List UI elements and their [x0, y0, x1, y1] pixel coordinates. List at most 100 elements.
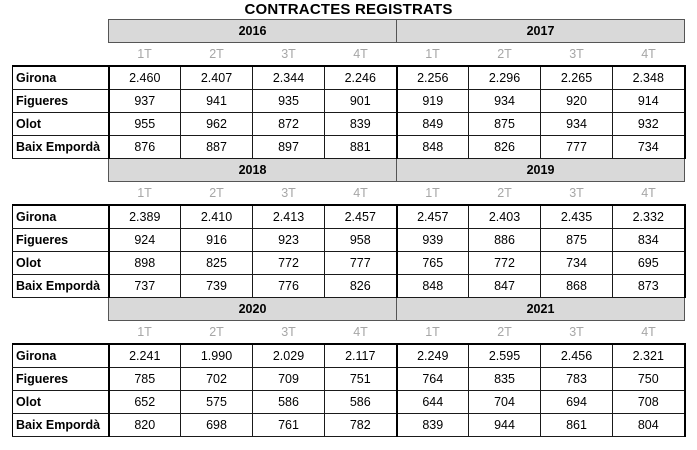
quarter-label: 4T	[353, 186, 368, 200]
table-row: Figueres 937 941 935 901 919 934 920 914	[12, 89, 686, 113]
value-cell: 739	[180, 274, 253, 298]
empty-corner-cell	[13, 20, 109, 43]
quarter-label: 1T	[425, 186, 440, 200]
table-row: Baix Empordà 876 887 897 881 848 826 777 734	[12, 135, 686, 159]
value-cell: 839	[324, 112, 398, 136]
region-name: Baix Empordà	[12, 413, 109, 437]
region-name: Figueres	[12, 228, 109, 252]
quarter-label: 4T	[641, 325, 656, 339]
year-header-row: 2020 2021	[13, 297, 685, 321]
value-cell: 2.457	[396, 204, 469, 229]
year-header-row: 2016 2017	[13, 19, 685, 43]
value-cell: 2.265	[540, 65, 613, 90]
quarter-label: 3T	[569, 325, 584, 339]
value-cell: 2.403	[468, 204, 541, 229]
value-cell: 941	[180, 89, 253, 113]
value-cell: 920	[540, 89, 613, 113]
table-row: Olot 898 825 772 777 765 772 734 695	[12, 251, 686, 275]
value-cell: 772	[468, 251, 541, 275]
value-cell: 777	[324, 251, 398, 275]
value-cell: 934	[540, 112, 613, 136]
value-cell: 772	[252, 251, 325, 275]
value-cell: 939	[396, 228, 469, 252]
value-cell: 2.410	[180, 204, 253, 229]
value-cell: 702	[180, 367, 253, 391]
value-cell: 734	[540, 251, 613, 275]
value-cell: 804	[612, 413, 686, 437]
value-cell: 2.389	[107, 204, 181, 229]
quarter-label: 3T	[281, 47, 296, 61]
value-cell: 955	[107, 112, 181, 136]
value-cell: 586	[324, 390, 398, 414]
table-row: Girona 2.241 1.990 2.029 2.117 2.249 2.595 2.45…	[12, 343, 686, 368]
quarter-header-row: 1T 2T 3T 4T 1T 2T 3T 4T	[13, 182, 685, 206]
table-row: Olot 955 962 872 839 849 875 934 932	[12, 112, 686, 136]
empty-corner-cell	[13, 182, 109, 206]
empty-corner-cell	[13, 159, 109, 182]
value-cell: 2.256	[396, 65, 469, 90]
value-cell: 652	[107, 390, 181, 414]
value-cell: 881	[324, 135, 398, 159]
value-cell: 708	[612, 390, 686, 414]
year-header-row: 2018 2019	[13, 158, 685, 182]
value-cell: 935	[252, 89, 325, 113]
value-cell: 2.456	[540, 343, 613, 368]
value-cell: 750	[612, 367, 686, 391]
value-cell: 751	[324, 367, 398, 391]
value-cell: 698	[180, 413, 253, 437]
region-name: Baix Empordà	[12, 135, 109, 159]
value-cell: 820	[107, 413, 181, 437]
value-cell: 848	[396, 135, 469, 159]
quarter-label: 1T	[137, 325, 152, 339]
value-cell: 876	[107, 135, 181, 159]
value-cell: 761	[252, 413, 325, 437]
table-row: Baix Empordà 820 698 761 782 839 944 861 804	[12, 413, 686, 437]
table-row: Figueres 785 702 709 751 764 835 783 750	[12, 367, 686, 391]
region-name: Figueres	[12, 89, 109, 113]
value-cell: 934	[468, 89, 541, 113]
quarter-label: 2T	[497, 325, 512, 339]
value-cell: 923	[252, 228, 325, 252]
value-cell: 924	[107, 228, 181, 252]
value-cell: 737	[107, 274, 181, 298]
value-cell: 2.296	[468, 65, 541, 90]
value-cell: 962	[180, 112, 253, 136]
region-name: Olot	[12, 112, 109, 136]
value-cell: 765	[396, 251, 469, 275]
quarter-label: 3T	[569, 186, 584, 200]
quarter-label: 4T	[641, 47, 656, 61]
value-cell: 901	[324, 89, 398, 113]
empty-corner-cell	[13, 321, 109, 345]
year-header: 2019	[396, 158, 685, 182]
value-cell: 916	[180, 228, 253, 252]
value-cell: 709	[252, 367, 325, 391]
table-row: Girona 2.460 2.407 2.344 2.246 2.256 2.296 2.26…	[12, 65, 686, 90]
value-cell: 932	[612, 112, 686, 136]
value-cell: 919	[396, 89, 469, 113]
value-cell: 2.344	[252, 65, 325, 90]
year-header: 2021	[396, 297, 685, 321]
value-cell: 586	[252, 390, 325, 414]
value-cell: 694	[540, 390, 613, 414]
year-header: 2020	[108, 297, 397, 321]
quarter-label: 2T	[209, 325, 224, 339]
value-cell: 834	[612, 228, 686, 252]
empty-corner-cell	[13, 43, 109, 67]
value-cell: 861	[540, 413, 613, 437]
value-cell: 2.117	[324, 343, 398, 368]
value-cell: 2.435	[540, 204, 613, 229]
value-cell: 875	[540, 228, 613, 252]
value-cell: 2.321	[612, 343, 686, 368]
value-cell: 825	[180, 251, 253, 275]
value-cell: 785	[107, 367, 181, 391]
value-cell: 2.246	[324, 65, 398, 90]
region-name: Olot	[12, 251, 109, 275]
value-cell: 868	[540, 274, 613, 298]
value-cell: 835	[468, 367, 541, 391]
value-cell: 958	[324, 228, 398, 252]
quarter-label: 2T	[497, 186, 512, 200]
value-cell: 2.460	[107, 65, 181, 90]
year-header: 2017	[396, 19, 685, 43]
value-cell: 887	[180, 135, 253, 159]
value-cell: 886	[468, 228, 541, 252]
